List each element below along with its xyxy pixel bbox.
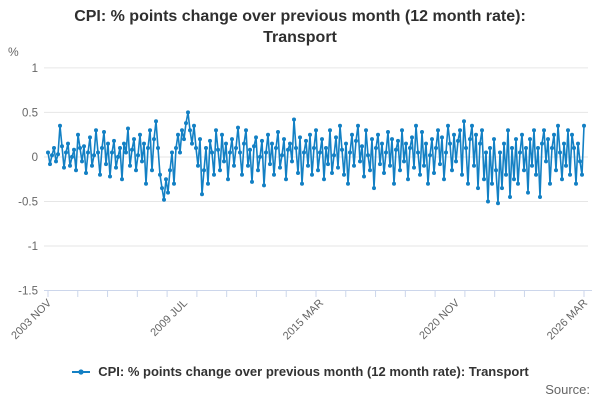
legend: CPI: % points change over previous month… bbox=[0, 364, 600, 379]
y-tick-label: 1 bbox=[32, 63, 38, 75]
series-markers bbox=[46, 110, 586, 206]
legend-series-label: CPI: % points change over previous month… bbox=[98, 364, 529, 379]
y-tick-label: -1 bbox=[28, 241, 38, 253]
x-tick-label: 2020 NOV bbox=[417, 297, 462, 342]
x-tick-label: 2026 MAR bbox=[545, 297, 590, 342]
y-axis-unit-label: % bbox=[8, 45, 19, 59]
legend-series-marker-icon bbox=[72, 368, 91, 375]
y-axis-labels: 1 0.5 0 -0.5 -1 -1.5 bbox=[18, 63, 38, 298]
y-tick-label: -0.5 bbox=[18, 196, 38, 208]
source-note: Source: bbox=[545, 382, 590, 397]
x-axis-labels: 2003 NOV 2009 JUL 2015 MAR 2020 NOV 2026 MAR bbox=[9, 297, 590, 343]
y-tick-label: 0 bbox=[32, 152, 38, 164]
x-axis bbox=[44, 290, 592, 297]
x-tick-label: 2009 JUL bbox=[148, 297, 190, 339]
series-line bbox=[47, 111, 585, 204]
x-tick-label: 2003 NOV bbox=[9, 297, 54, 342]
y-tick-label: -1.5 bbox=[18, 286, 38, 298]
y-tick-label: 0.5 bbox=[22, 107, 38, 119]
legend-item[interactable]: CPI: % points change over previous month… bbox=[71, 364, 529, 379]
chart-title: CPI: % points change over previous month… bbox=[74, 8, 526, 46]
x-tick-label: 2015 MAR bbox=[281, 297, 326, 342]
